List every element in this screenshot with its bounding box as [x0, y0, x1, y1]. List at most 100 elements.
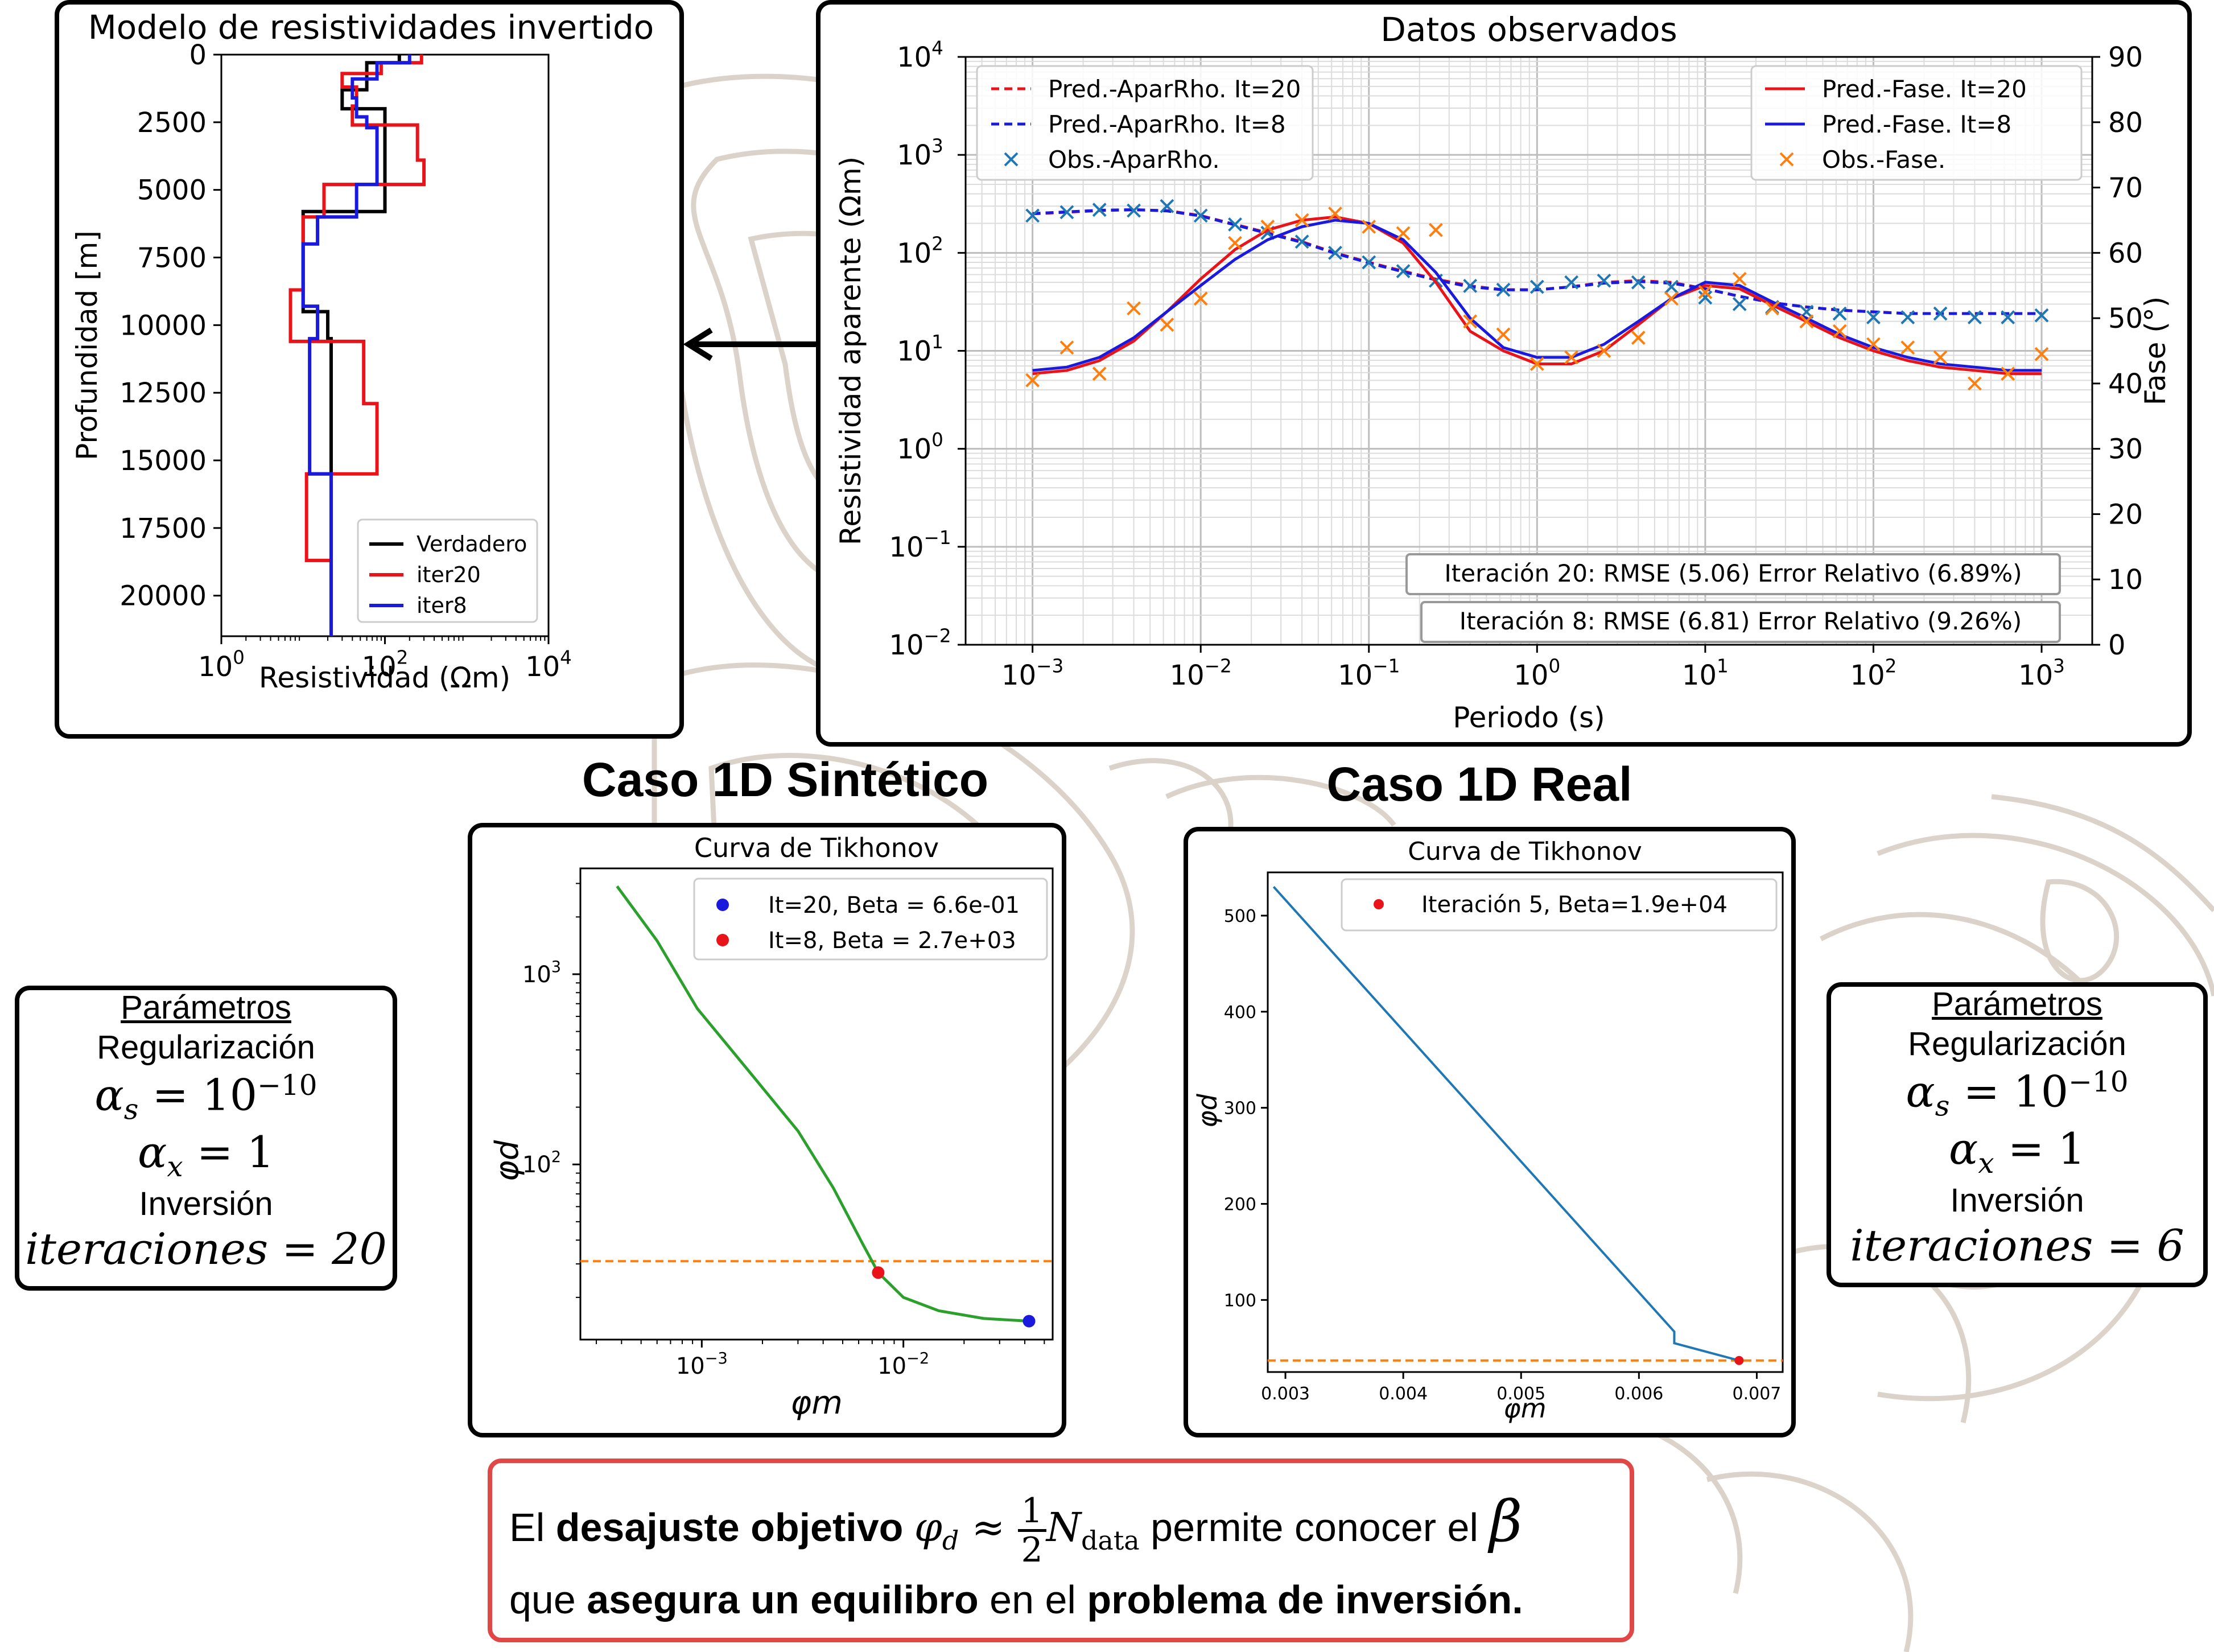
x-marker — [1228, 217, 1242, 232]
x-axis-label: φm — [1503, 1393, 1546, 1424]
marker-Obs.-AparRho. — [1127, 203, 1141, 218]
marker-Obs.-Fase. — [1799, 314, 1814, 329]
y-tick-label: 20000 — [119, 580, 207, 612]
annotation-box — [1405, 553, 2061, 595]
y-tick-label: 7500 — [137, 242, 207, 274]
x-marker — [1698, 290, 1713, 305]
x-marker — [2001, 366, 2015, 381]
x-marker — [1732, 296, 1747, 311]
y-axis-label: φd — [1192, 1093, 1223, 1127]
y-tick-label: 103 — [522, 958, 561, 988]
x-marker — [2034, 347, 2049, 361]
parameters-title: Parámetros — [1932, 986, 2102, 1023]
x-marker — [2034, 308, 2049, 323]
point-marker — [1734, 1356, 1744, 1365]
x-marker — [1564, 350, 1579, 365]
legend-label: Pred.-AparRho. It=8 — [1048, 110, 1286, 138]
y-tick-label: 200 — [1224, 1195, 1256, 1215]
regularization-label: Regularización — [1908, 1025, 2126, 1062]
series-Pred.-Fase. It=8 — [1032, 219, 2042, 372]
x-tick-label: 10−3 — [676, 1350, 728, 1379]
y-axis-label: Resistividad aparente (Ωm) — [834, 156, 867, 545]
x-marker — [1631, 275, 1646, 290]
legend-label: Obs.-AparRho. — [1048, 146, 1220, 174]
marker-Obs.-Fase. — [1092, 366, 1107, 381]
marker-Obs.-Fase. — [1597, 344, 1611, 358]
y-right-tick-label: 20 — [2108, 499, 2143, 530]
marker-Obs.-Fase. — [2001, 366, 2015, 381]
y-tick-label: 102 — [897, 233, 943, 270]
x-marker — [1664, 291, 1679, 306]
x-marker — [1967, 376, 1982, 391]
parameters-title: Parámetros — [121, 989, 291, 1026]
marker-Obs.-AparRho. — [1732, 296, 1747, 311]
annotation-box — [1420, 601, 2061, 643]
x-tick-label: 0.006 — [1614, 1384, 1663, 1404]
x-marker — [1529, 279, 1544, 294]
legend-label: Pred.-AparRho. It=20 — [1048, 75, 1301, 103]
annotation-iter8: Iteración 8: RMSE (6.81) Error Relativo … — [1459, 607, 2022, 635]
marker-Obs.-AparRho. — [1967, 310, 1982, 324]
x-marker — [1496, 327, 1511, 342]
marker-Obs.-Fase. — [1463, 314, 1478, 329]
marker-Obs.-AparRho. — [1496, 282, 1511, 297]
x-tick-label: 104 — [525, 646, 572, 683]
y-tick-label: 101 — [897, 331, 943, 368]
marker-Obs.-AparRho. — [1362, 255, 1376, 270]
x-marker — [1631, 331, 1646, 345]
y-tick-label: 10000 — [119, 310, 207, 341]
legend-label: Obs.-Fase. — [1822, 146, 1945, 174]
y-tick-label: 400 — [1224, 1003, 1256, 1023]
plot-frame — [579, 867, 1054, 1341]
chart-title: Curva de Tikhonov — [1408, 837, 1642, 866]
marker-Obs.-Fase. — [1260, 220, 1275, 234]
y-tick-label: 500 — [1224, 907, 1256, 926]
x-marker — [1193, 208, 1208, 223]
x-tick-label: 101 — [1682, 655, 1729, 691]
y-tick-label: 12500 — [119, 377, 207, 409]
marker-Obs.-AparRho. — [1866, 310, 1881, 324]
x-marker — [1059, 340, 1074, 355]
y-right-tick-label: 0 — [2108, 629, 2126, 661]
x-tick-label: 10−2 — [877, 1350, 929, 1379]
x-tick-label: 103 — [2018, 655, 2065, 691]
marker-Obs.-AparRho. — [1193, 208, 1208, 223]
resistivity-model-panel: Modelo de resistividades invertido 0 2500 5… — [55, 0, 684, 739]
marker-Obs.-Fase. — [1664, 291, 1679, 306]
marker-Obs.-AparRho. — [2001, 310, 2015, 324]
inversion-label: Inversión — [1950, 1181, 2084, 1219]
legend-left-box — [976, 65, 1314, 181]
y-tick-label: 102 — [522, 1148, 561, 1178]
marker-Obs.-Fase. — [1765, 301, 1779, 316]
marker-Obs.-Fase. — [1832, 324, 1847, 339]
marker-Obs.-AparRho. — [1832, 306, 1847, 321]
marker-Obs.-AparRho. — [1059, 205, 1074, 220]
x-marker — [1396, 226, 1411, 241]
point-marker — [1023, 1315, 1036, 1328]
x-marker — [1428, 223, 1443, 237]
x-marker — [1127, 301, 1141, 316]
series-Pred.-AparRho. It=8 — [1032, 208, 2042, 315]
x-axis-label: Periodo (s) — [1453, 701, 1605, 734]
inversion-label: Inversión — [139, 1185, 273, 1222]
x-tick-label: 0.005 — [1496, 1384, 1545, 1404]
legend-label: Pred.-Fase. It=20 — [1822, 75, 2027, 103]
y-right-tick-label: 90 — [2108, 42, 2143, 73]
marker-Obs.-AparRho. — [1092, 203, 1107, 217]
legend-label: iter20 — [417, 562, 481, 587]
x-marker — [1260, 220, 1275, 234]
marker-Obs.-Fase. — [1496, 327, 1511, 342]
x-tick-label: 0.004 — [1379, 1384, 1428, 1404]
iterations-equation: iteraciones = 6 — [1850, 1220, 2184, 1271]
y-tick-label: 2500 — [137, 107, 207, 139]
x-marker — [1193, 291, 1208, 306]
x-tick-label: 100 — [198, 646, 245, 683]
plot-frame — [1267, 871, 1784, 1373]
x-marker — [1529, 357, 1544, 371]
real-case-heading: Caso 1D Real — [1326, 757, 1632, 811]
x-marker — [1933, 306, 1948, 321]
statement-line-2: que asegura un equilibro en el problema … — [509, 1577, 1523, 1622]
y-tick-label: 15000 — [119, 445, 207, 477]
regularization-label: Regularización — [97, 1029, 315, 1066]
x-tick-label: 102 — [362, 646, 409, 683]
